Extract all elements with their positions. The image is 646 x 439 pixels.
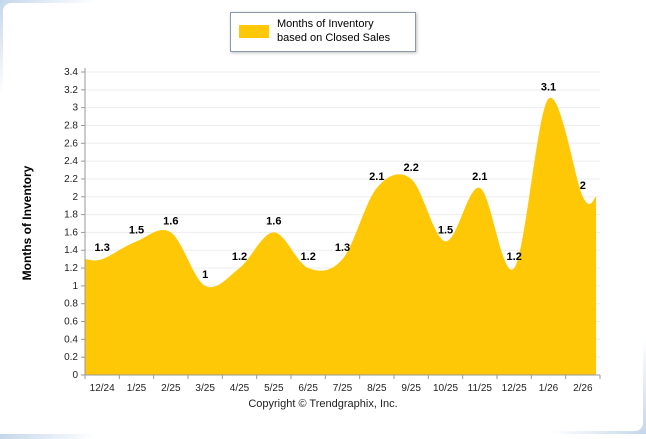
data-label: 2.1 (472, 171, 487, 183)
y-tick-label: 3 (72, 103, 78, 114)
area-series (85, 97, 596, 375)
y-tick-label: 2.8 (64, 120, 78, 131)
x-tick-label: 4/25 (230, 383, 250, 394)
data-label: 1 (202, 269, 208, 281)
data-label: 1.6 (163, 215, 178, 227)
x-tick-label: 10/25 (433, 383, 458, 394)
y-tick-label: 2 (72, 192, 78, 203)
y-tick-label: 1.8 (64, 210, 78, 221)
x-tick-label: 1/25 (127, 383, 147, 394)
y-tick-label: 1.2 (64, 263, 78, 274)
data-label: 1.3 (95, 242, 110, 254)
data-label: 3.1 (541, 82, 556, 94)
y-tick-label: 1 (72, 281, 78, 292)
data-label: 2.1 (369, 171, 384, 183)
y-tick-label: 2.2 (64, 174, 78, 185)
data-label: 2.2 (404, 162, 419, 174)
y-tick-label: 0 (72, 370, 78, 381)
data-label: 1.3 (335, 242, 350, 254)
x-tick-label: 6/25 (298, 383, 318, 394)
data-label: 1.2 (507, 251, 522, 263)
x-tick-label: 12/24 (90, 383, 115, 394)
data-label: 1.5 (129, 224, 144, 236)
legend-label: Months of Inventory based on Closed Sale… (277, 18, 391, 44)
x-tick-label: 5/25 (264, 383, 284, 394)
x-tick-label: 8/25 (367, 383, 387, 394)
y-tick-label: 0.8 (64, 299, 78, 310)
y-tick-label: 0.2 (64, 352, 78, 363)
y-tick-label: 2.4 (64, 156, 78, 167)
legend-swatch-icon (239, 25, 269, 39)
chart-legend: Months of Inventory based on Closed Sale… (230, 12, 416, 52)
x-tick-label: 7/25 (333, 383, 353, 394)
x-tick-label: 2/26 (573, 383, 593, 394)
y-tick-label: 1.4 (64, 245, 78, 256)
x-tick-label: 2/25 (161, 383, 181, 394)
y-tick-label: 0.4 (64, 334, 78, 345)
y-tick-label: 0.6 (64, 317, 78, 328)
y-tick-label: 1.6 (64, 227, 78, 238)
y-axis-title: Months of Inventory (20, 165, 34, 281)
y-tick-label: 2.6 (64, 138, 78, 149)
x-tick-label: 9/25 (401, 383, 421, 394)
data-label: 1.5 (438, 224, 453, 236)
data-label: 1.2 (232, 251, 247, 263)
x-tick-label: 1/26 (539, 383, 559, 394)
copyright-text: Copyright © Trendgraphix, Inc. (248, 398, 398, 410)
y-tick-label: 3.2 (64, 85, 78, 96)
y-tick-label: 3.4 (64, 67, 78, 78)
data-label: 1.2 (301, 251, 316, 263)
data-label: 1.6 (266, 215, 281, 227)
data-label: 2 (580, 180, 586, 192)
x-tick-label: 11/25 (468, 383, 493, 394)
x-tick-label: 12/25 (502, 383, 527, 394)
x-tick-label: 3/25 (195, 383, 215, 394)
